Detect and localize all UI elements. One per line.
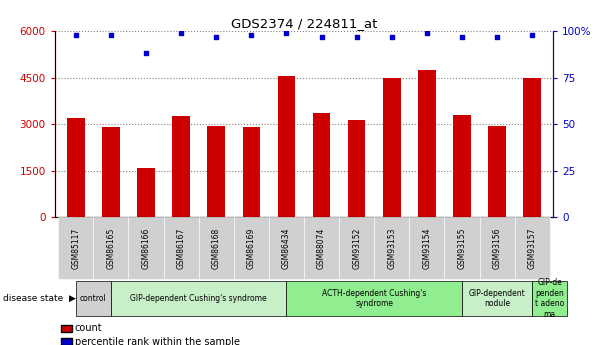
- Point: [492, 34, 502, 39]
- Point: [317, 34, 326, 39]
- Text: disease state  ▶: disease state ▶: [3, 294, 76, 303]
- Bar: [243, 127, 260, 217]
- Bar: [137, 168, 155, 217]
- Text: GSM93155: GSM93155: [457, 228, 466, 269]
- Text: GSM86434: GSM86434: [282, 228, 291, 269]
- Text: GSM93152: GSM93152: [352, 228, 361, 269]
- Bar: [488, 126, 506, 217]
- Bar: [453, 115, 471, 217]
- Bar: [207, 126, 225, 217]
- Bar: [102, 127, 120, 217]
- Text: GIP-de
penden
t adeno
ma: GIP-de penden t adeno ma: [535, 278, 564, 318]
- Bar: [67, 118, 85, 217]
- Title: GDS2374 / 224811_at: GDS2374 / 224811_at: [231, 17, 377, 30]
- Bar: [418, 70, 436, 217]
- Text: GSM93156: GSM93156: [492, 228, 502, 269]
- Text: GSM86166: GSM86166: [142, 228, 151, 269]
- Point: [212, 34, 221, 39]
- Point: [141, 51, 151, 56]
- Point: [422, 30, 432, 36]
- Text: GIP-dependent
nodule: GIP-dependent nodule: [469, 289, 525, 308]
- Point: [352, 34, 362, 39]
- Bar: [348, 120, 365, 217]
- Point: [527, 32, 537, 38]
- Bar: [383, 78, 401, 217]
- Text: count: count: [75, 324, 102, 333]
- Text: GSM86169: GSM86169: [247, 228, 256, 269]
- Point: [106, 32, 116, 38]
- Text: GSM86165: GSM86165: [106, 228, 116, 269]
- Bar: [313, 113, 330, 217]
- Text: GSM86167: GSM86167: [176, 228, 185, 269]
- Text: control: control: [80, 294, 107, 303]
- Point: [387, 34, 396, 39]
- Bar: [172, 117, 190, 217]
- Point: [246, 32, 256, 38]
- Text: GSM86168: GSM86168: [212, 228, 221, 269]
- Text: ACTH-dependent Cushing's
syndrome: ACTH-dependent Cushing's syndrome: [322, 289, 426, 308]
- Point: [457, 34, 467, 39]
- Point: [176, 30, 186, 36]
- Point: [71, 32, 81, 38]
- Text: GSM85117: GSM85117: [71, 228, 80, 269]
- Text: GSM93157: GSM93157: [528, 228, 537, 269]
- Text: GSM93154: GSM93154: [423, 228, 432, 269]
- Bar: [523, 78, 541, 217]
- Bar: [278, 76, 295, 217]
- Text: GIP-dependent Cushing's syndrome: GIP-dependent Cushing's syndrome: [130, 294, 267, 303]
- Text: GSM93153: GSM93153: [387, 228, 396, 269]
- Text: GSM88074: GSM88074: [317, 228, 326, 269]
- Point: [282, 30, 291, 36]
- Text: percentile rank within the sample: percentile rank within the sample: [75, 337, 240, 345]
